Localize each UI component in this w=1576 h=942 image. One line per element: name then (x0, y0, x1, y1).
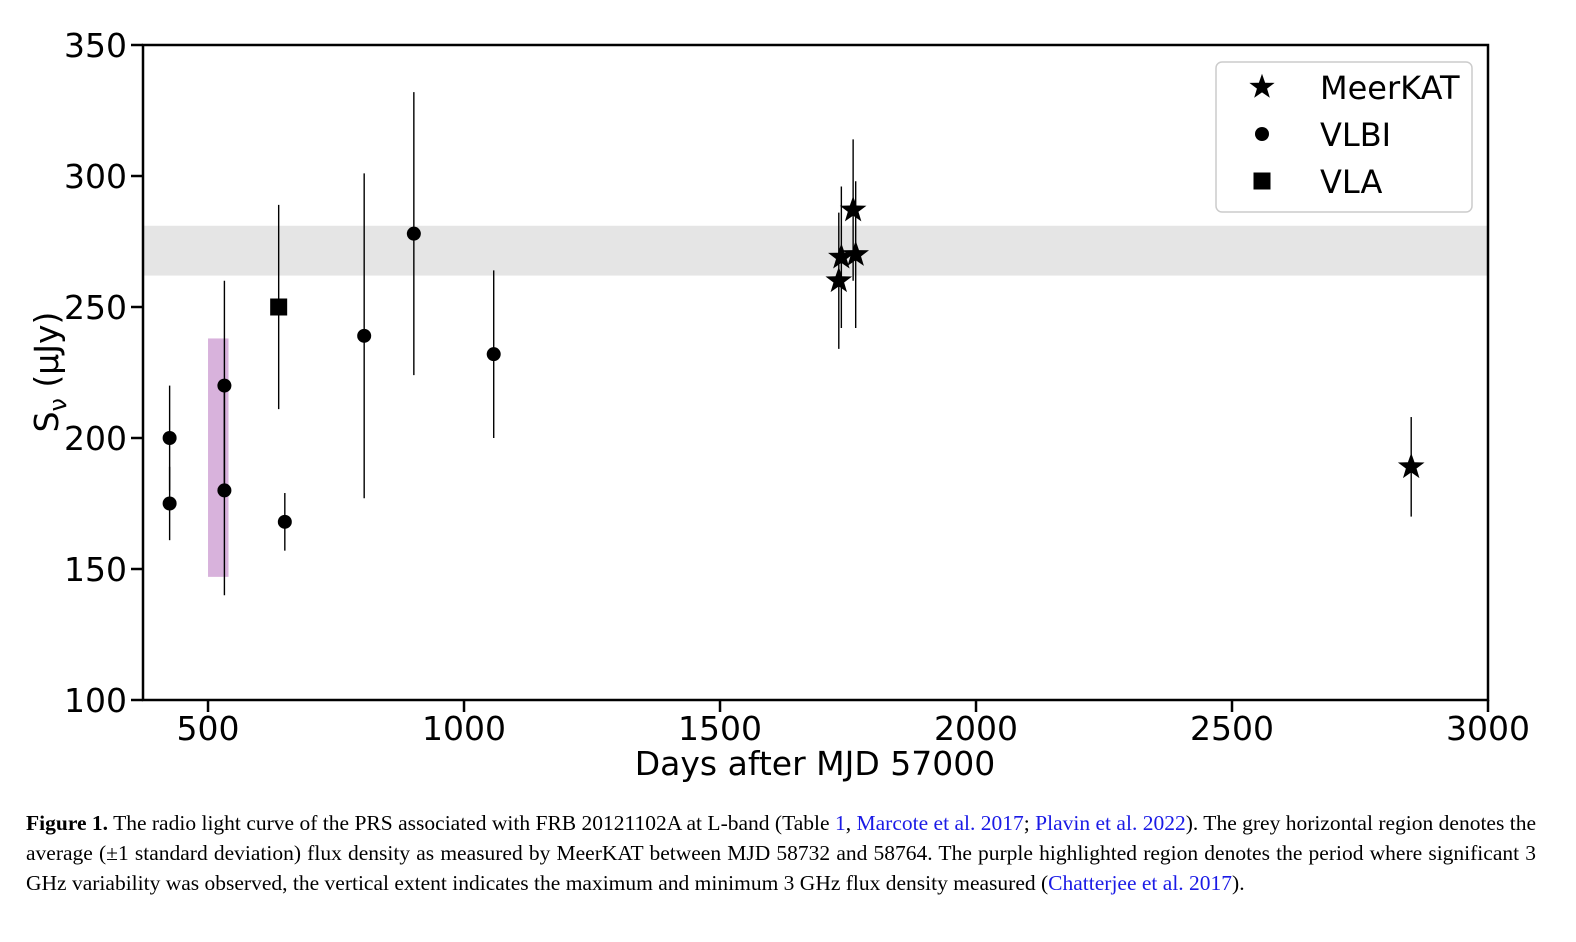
caption-text-3: ; (1023, 811, 1036, 835)
x-tick-label: 2000 (934, 709, 1018, 748)
vla-point (270, 298, 288, 316)
y-tick-label: 150 (64, 550, 127, 589)
y-axis-label: Sν (μJy) (27, 312, 72, 433)
vlbi-point (217, 483, 232, 498)
light-curve-chart: 500 1000 1500 2000 2500 3000 100 150 200 250 300 3… (27, 26, 1530, 783)
x-tick-label: 1500 (678, 709, 762, 748)
vlbi-point (277, 514, 292, 529)
caption-text-1: The radio light curve of the PRS associa… (108, 811, 835, 835)
y-tick-label: 100 (64, 681, 127, 720)
y-axis-label-rest: (μJy) (27, 312, 66, 399)
vlbi-legend-label: VLBI (1320, 116, 1391, 154)
x-tick-label: 3000 (1446, 709, 1530, 748)
vlbi-point (162, 496, 177, 511)
plot-frame (141, 43, 1490, 702)
caption-text-2: , (845, 811, 857, 835)
vla-legend-label: VLA (1320, 163, 1382, 201)
caption-text-5: ). (1232, 871, 1245, 895)
x-axis-ticks: 500 1000 1500 2000 2500 3000 (177, 700, 1530, 748)
x-tick-label: 2500 (1190, 709, 1274, 748)
y-tick-label: 350 (64, 26, 127, 65)
y-axis-label-sub: ν (44, 398, 72, 411)
vlbi-point (486, 347, 501, 362)
legend-box (1215, 61, 1473, 213)
vlbi-point (406, 226, 421, 241)
y-tick-label: 200 (64, 419, 127, 458)
y-tick-label: 250 (64, 288, 127, 327)
y-tick-label: 300 (64, 157, 127, 196)
caption-label: Figure 1. (26, 811, 109, 835)
vlbi-point (357, 328, 372, 343)
meerkat-point (842, 240, 870, 266)
caption-ref-chatterjee[interactable]: Chatterjee et al. 2017 (1048, 871, 1233, 895)
y-axis-label-main: S (27, 411, 66, 432)
legend: MeerKAT VLBI VLA (1215, 61, 1473, 213)
meerkat-point (1397, 452, 1425, 479)
caption-text-4: ). The grey horizontal region denotes th… (26, 811, 1537, 895)
meerkat-legend-label: MeerKAT (1320, 69, 1460, 107)
x-tick-label: 500 (177, 709, 240, 748)
x-axis-label: Days after MJD 57000 (635, 744, 996, 783)
y-axis-ticks: 100 150 200 250 300 350 (64, 26, 143, 720)
meerkat-point (839, 196, 867, 222)
vla-legend-marker (1253, 172, 1271, 190)
caption-ref-plavin[interactable]: Plavin et al. 2022 (1035, 811, 1186, 835)
meerkat-point (828, 243, 855, 269)
variability-band (208, 338, 229, 577)
vlbi-point (217, 378, 232, 393)
shaded-regions (143, 225, 1488, 577)
data-markers (162, 196, 1425, 529)
meerkat-legend-marker (1249, 73, 1275, 98)
x-tick-label: 1000 (422, 709, 506, 748)
meerkat-point (825, 266, 853, 293)
figure-caption: Figure 1. The radio light curve of the P… (26, 808, 1536, 898)
meerkat-average-band (143, 225, 1488, 276)
caption-ref-table[interactable]: 1 (834, 811, 846, 835)
vlbi-point (162, 431, 177, 445)
vlbi-legend-marker (1255, 127, 1269, 141)
caption-ref-marcote[interactable]: Marcote et al. 2017 (856, 811, 1024, 835)
